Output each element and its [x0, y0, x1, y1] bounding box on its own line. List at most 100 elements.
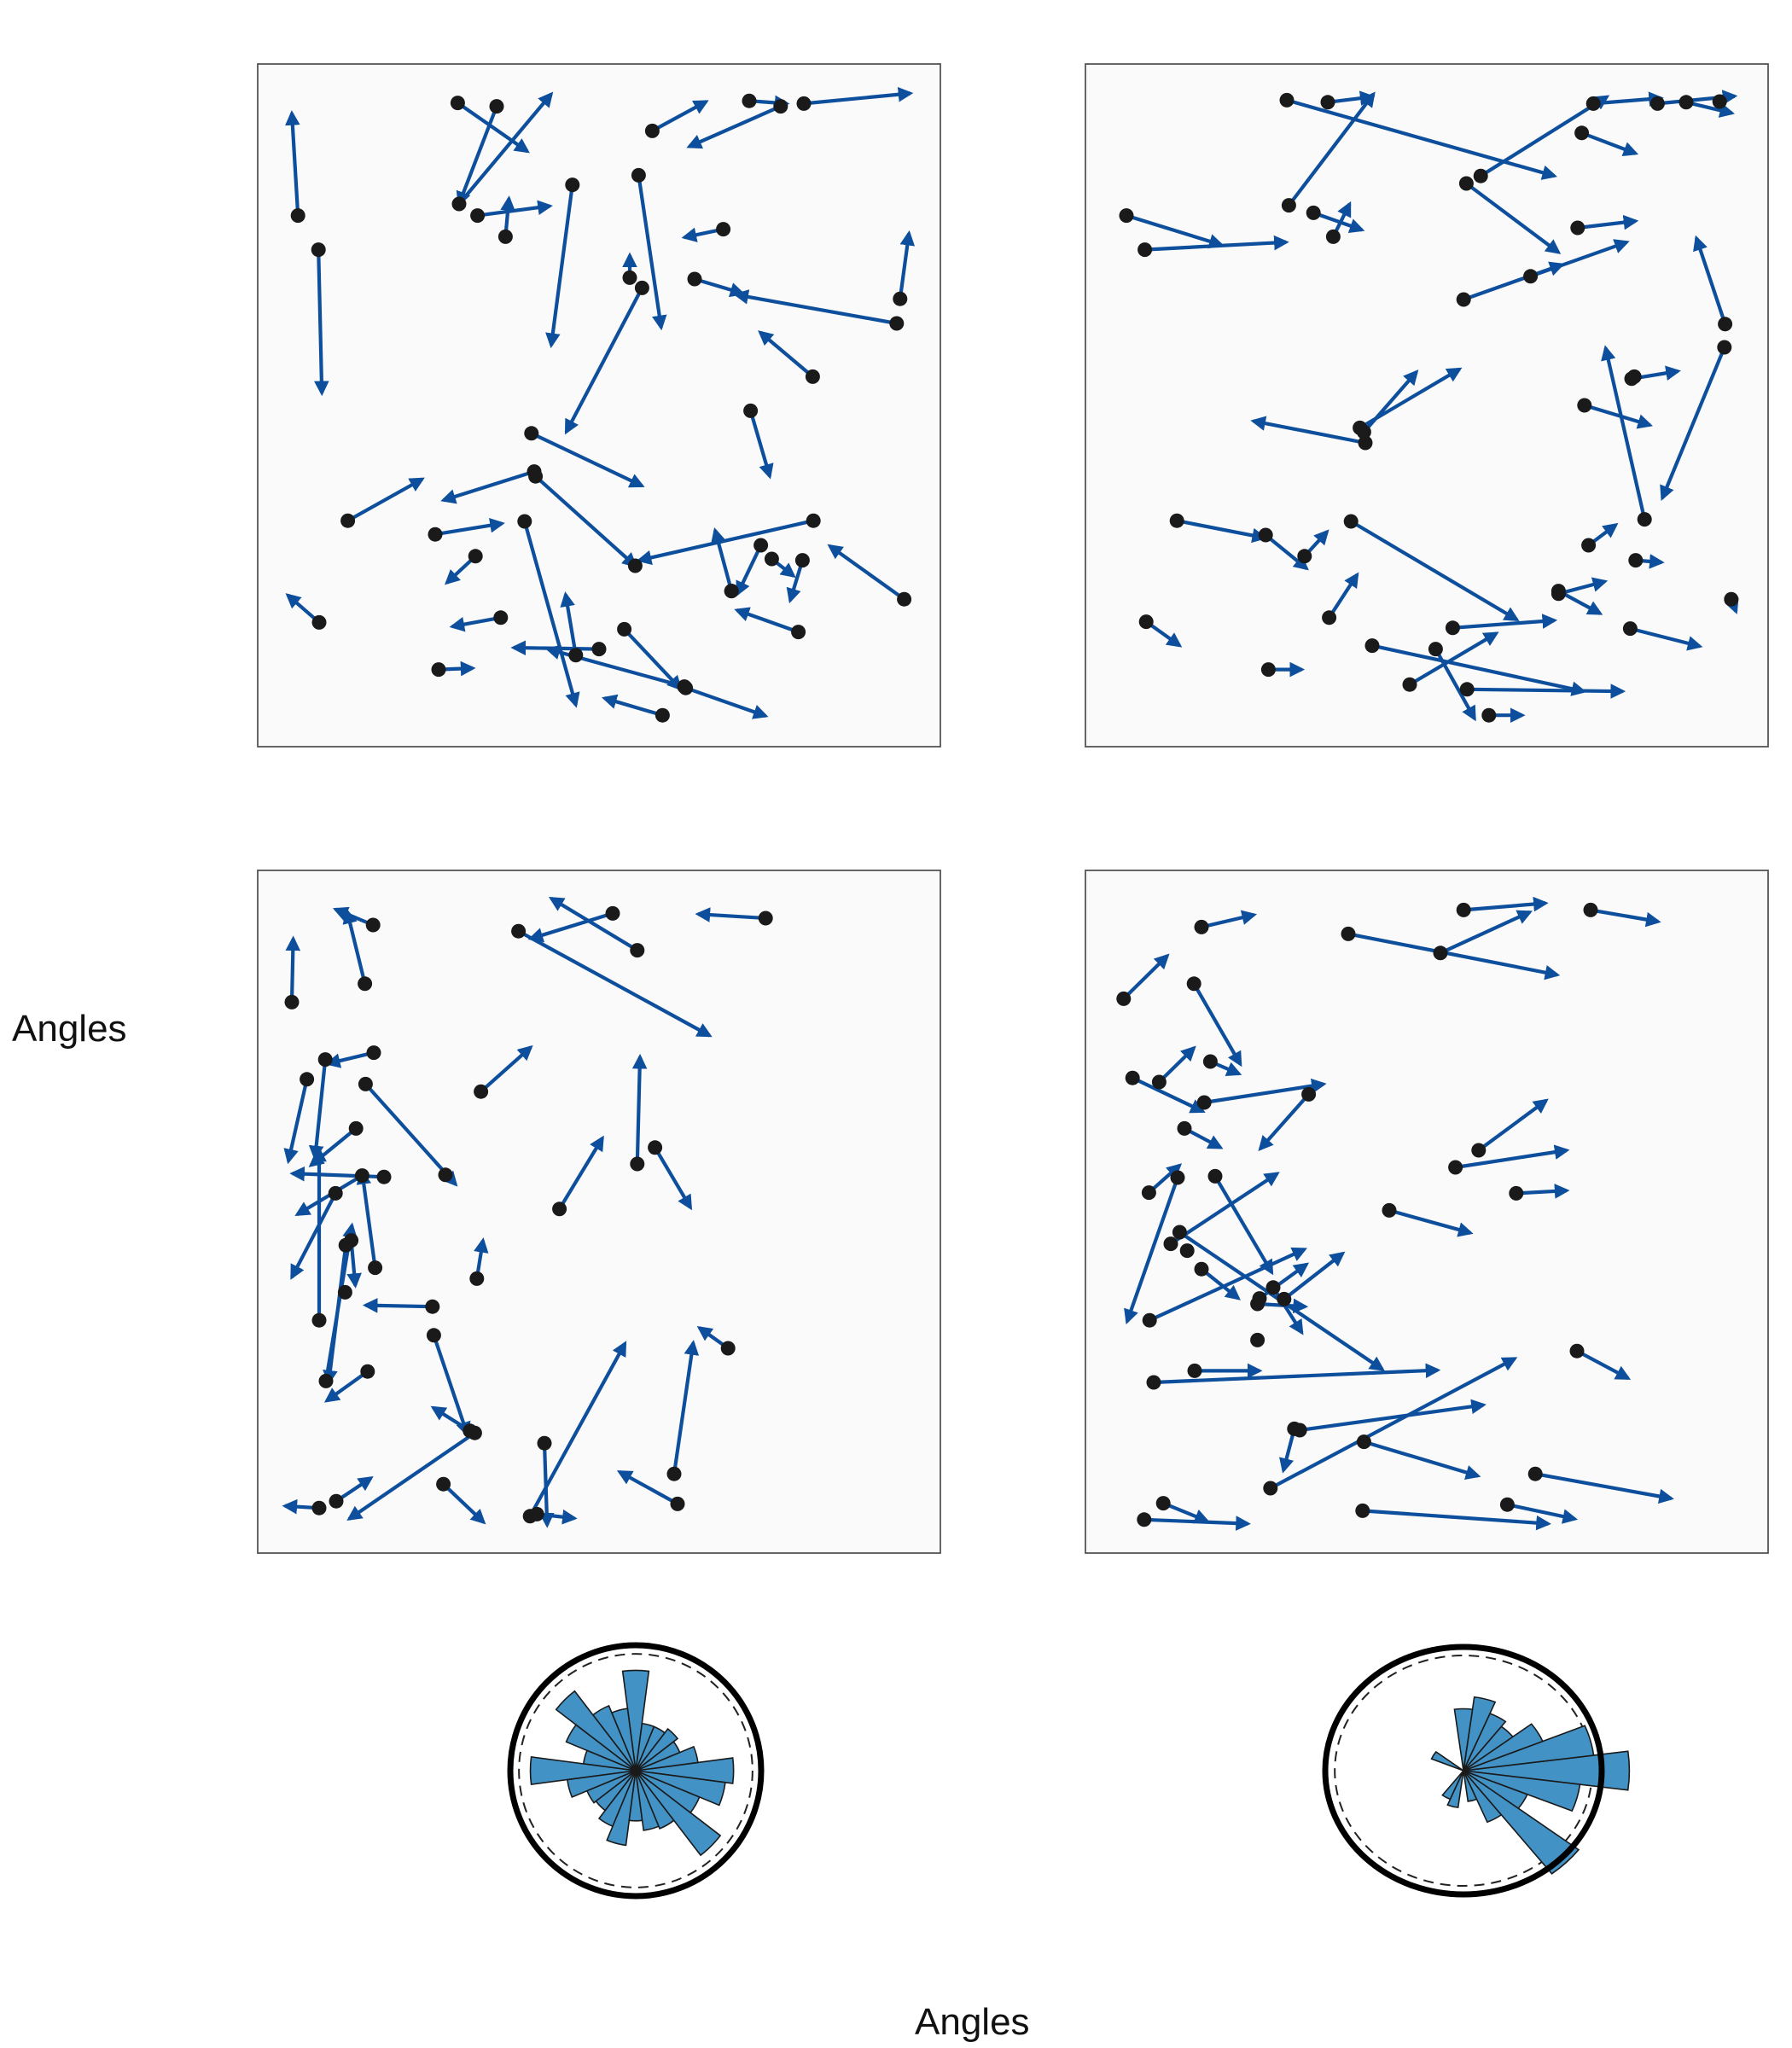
- start-point: [1471, 1143, 1487, 1158]
- start-point: [1207, 1168, 1223, 1184]
- displacement-arrow: [636, 519, 814, 566]
- start-point: [1187, 1363, 1202, 1378]
- start-point: [1260, 662, 1276, 678]
- displacement-arrow: [637, 175, 667, 331]
- start-point: [1499, 1497, 1515, 1512]
- displacement-arrow: [1467, 684, 1626, 699]
- start-point: [720, 1341, 736, 1356]
- displacement-arrow: [449, 615, 502, 632]
- rose-bar: [1430, 1750, 1464, 1772]
- displacement-arrow: [1371, 643, 1587, 696]
- displacement-arrow: [1557, 577, 1609, 596]
- start-point: [489, 99, 504, 114]
- start-point: [630, 1156, 645, 1172]
- start-point: [1301, 1086, 1317, 1102]
- displacement-arrow: [1153, 1363, 1441, 1385]
- data-point: [1250, 1332, 1265, 1347]
- displacement-arrow: [342, 908, 367, 985]
- displacement-arrow: [827, 544, 905, 601]
- displacement-arrow: [1590, 908, 1661, 928]
- start-point: [1279, 92, 1295, 108]
- start-point: [511, 923, 527, 939]
- start-point: [311, 1500, 327, 1516]
- displacement-arrow: [1577, 214, 1639, 230]
- displacement-arrow: [1201, 910, 1258, 929]
- start-point: [1341, 926, 1356, 941]
- start-point: [340, 513, 356, 528]
- rose-bar: [555, 1690, 637, 1772]
- displacement-arrow: [432, 1335, 471, 1438]
- displacement-arrow: [522, 521, 580, 708]
- start-point: [1306, 205, 1321, 220]
- start-point: [470, 208, 486, 224]
- start-point: [758, 911, 773, 926]
- displacement-arrow: [1584, 403, 1653, 429]
- displacement-arrow: [323, 1370, 369, 1403]
- start-point: [469, 1271, 485, 1286]
- start-point: [655, 707, 670, 723]
- rose-bar: [1463, 1770, 1580, 1875]
- displacement-arrow: [480, 1044, 533, 1093]
- start-point: [300, 1072, 315, 1087]
- start-point: [1169, 513, 1184, 528]
- start-point: [1527, 1466, 1543, 1481]
- start-point: [1448, 1160, 1463, 1175]
- start-point: [522, 1509, 538, 1524]
- displacement-arrow: [1271, 1286, 1304, 1335]
- start-point: [354, 1168, 369, 1184]
- displacement-arrow: [616, 1469, 679, 1506]
- data-point: [1626, 369, 1642, 384]
- start-point: [1194, 1261, 1209, 1277]
- start-point: [1481, 707, 1497, 723]
- start-point: [1581, 538, 1597, 553]
- start-point: [1577, 398, 1592, 413]
- start-point: [1258, 527, 1273, 543]
- start-point: [1297, 549, 1312, 564]
- start-point: [617, 621, 632, 637]
- rose-bar: [1463, 1723, 1544, 1772]
- displacement-arrow: [1144, 235, 1289, 252]
- displacement-arrow: [748, 410, 774, 480]
- displacement-arrow: [684, 686, 769, 719]
- displacement-arrow: [538, 1443, 555, 1528]
- data-point: [627, 558, 643, 573]
- displacement-arrow: [1434, 648, 1476, 722]
- start-point: [634, 280, 649, 295]
- rose-bar: [606, 1770, 637, 1847]
- start-point: [1574, 125, 1590, 141]
- start-point: [1287, 1421, 1302, 1436]
- start-point: [622, 270, 637, 285]
- rose-bar: [529, 1755, 637, 1786]
- reference-ring: [518, 1653, 753, 1888]
- displacement-arrow: [1264, 533, 1309, 571]
- start-point: [1622, 621, 1638, 637]
- panel-bottom-right: [1085, 870, 1769, 1554]
- displacement-arrow: [1465, 182, 1562, 254]
- start-point: [348, 1120, 364, 1136]
- x-axis-label: Angles: [915, 2001, 1030, 2043]
- displacement-arrow: [653, 1146, 693, 1211]
- displacement-arrow: [510, 640, 600, 656]
- displacement-arrow: [686, 104, 782, 149]
- displacement-arrow: [1506, 1503, 1579, 1524]
- displacement-arrow: [314, 249, 329, 397]
- displacement-arrow: [285, 110, 300, 216]
- displacement-arrow: [695, 907, 766, 922]
- start-point: [764, 551, 779, 567]
- displacement-arrow: [1287, 91, 1376, 207]
- displacement-arrow: [1258, 1262, 1310, 1300]
- start-point: [794, 553, 810, 568]
- rose-bar: [585, 1770, 637, 1804]
- start-point: [497, 229, 513, 244]
- displacement-arrow: [1452, 614, 1558, 630]
- start-point: [431, 662, 446, 678]
- start-point: [743, 403, 759, 418]
- rose-outer-ring: [1322, 1644, 1605, 1898]
- rose-bar: [1463, 1725, 1595, 1772]
- start-point: [1428, 642, 1443, 657]
- start-point: [1473, 168, 1488, 183]
- rose-outer-ring: [507, 1642, 765, 1900]
- start-point: [328, 1185, 343, 1201]
- start-point: [1263, 1481, 1278, 1496]
